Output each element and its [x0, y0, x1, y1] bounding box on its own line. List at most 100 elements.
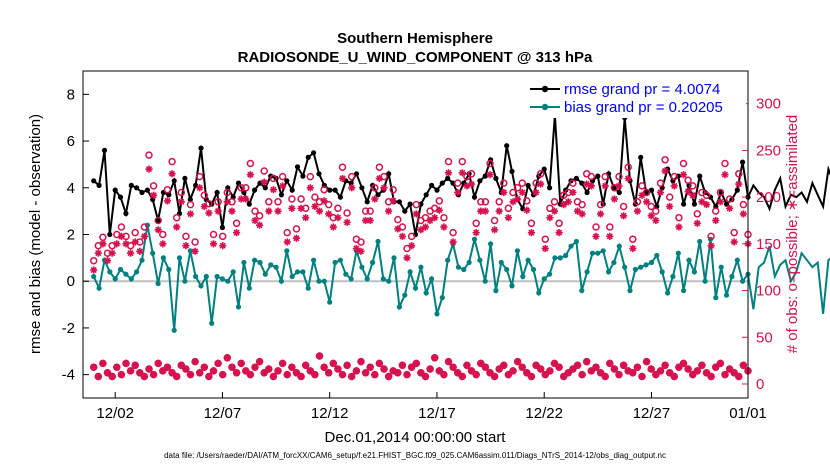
assimilated-marker-stroke	[606, 233, 613, 240]
assimilated-obs-marker	[191, 247, 199, 255]
assimilated-marker-stroke	[362, 369, 369, 376]
x-tick-label: 01/01	[729, 405, 767, 422]
rmse-point	[150, 196, 156, 203]
assimilated-marker-stroke	[491, 373, 498, 380]
assimilated-marker-stroke	[422, 223, 429, 231]
assimilated-obs-marker-low	[518, 363, 526, 371]
assimilated-marker-stroke	[205, 209, 213, 217]
assimilated-marker-stroke	[141, 233, 148, 240]
possible-obs-marker	[711, 207, 720, 215]
assimilated-obs-marker-low	[255, 357, 264, 366]
assimilated-marker-stroke	[321, 197, 328, 204]
rmse-point	[262, 185, 268, 191]
bias-point	[434, 311, 440, 317]
assimilated-marker-stroke	[109, 373, 116, 380]
assimilated-obs-marker-low	[656, 367, 665, 375]
assimilated-obs-marker	[140, 232, 149, 240]
rmse-point	[134, 185, 140, 191]
assimilated-obs-marker-low	[398, 361, 407, 369]
bias-point	[691, 269, 698, 275]
assimilated-obs-marker-low	[338, 371, 347, 379]
assimilated-obs-marker-low	[265, 365, 273, 373]
assimilated-marker-stroke	[597, 369, 604, 376]
rmse-point	[337, 194, 343, 200]
possible-obs-marker	[541, 235, 550, 243]
possible-obs-marker	[131, 228, 139, 237]
assimilated-marker-stroke	[178, 198, 185, 205]
legend-rmse-text: rmse grand pr = 4.0074	[564, 81, 720, 98]
assimilated-obs-marker-low	[366, 363, 374, 371]
assimilated-marker-stroke	[473, 229, 480, 236]
possible-obs-marker	[122, 232, 130, 241]
assimilated-marker-stroke	[210, 240, 217, 247]
assimilated-obs-marker-low	[385, 372, 393, 381]
assimilated-marker-stroke	[440, 371, 447, 378]
bias-point	[160, 255, 166, 261]
assimilated-obs-marker-low	[426, 365, 434, 373]
possible-obs-marker	[679, 159, 688, 168]
legend: rmse grand pr = 4.0074 bias grand pr = 0…	[526, 74, 746, 118]
bias-point	[675, 250, 681, 256]
assimilated-marker-stroke	[403, 254, 411, 261]
assimilated-marker-stroke	[99, 360, 107, 367]
bias-point	[616, 243, 622, 249]
assimilated-marker-stroke	[731, 369, 738, 376]
bias-point	[482, 278, 488, 284]
assimilated-obs-marker-low	[145, 365, 153, 373]
possible-obs-marker	[283, 228, 291, 237]
assimilated-marker-stroke	[155, 360, 162, 367]
assimilated-obs-marker	[302, 214, 310, 222]
bias-point	[386, 278, 392, 284]
bias-point	[241, 259, 247, 266]
bias-point	[439, 295, 445, 301]
assimilated-marker-stroke	[666, 369, 673, 376]
assimilated-obs-marker-low	[191, 357, 199, 366]
assimilated-obs-marker-low	[380, 365, 388, 373]
assimilated-marker-stroke	[463, 362, 471, 369]
assimilated-marker-stroke	[132, 362, 139, 369]
assimilated-marker-stroke	[615, 371, 623, 378]
assimilated-marker-stroke	[251, 364, 259, 371]
rmse-point	[407, 201, 413, 207]
assimilated-marker-stroke	[574, 362, 581, 369]
assimilated-obs-marker	[371, 195, 379, 203]
assimilated-marker-stroke	[602, 373, 609, 380]
rmse-point	[364, 199, 370, 205]
rmse-point	[198, 145, 204, 151]
rmse-point	[128, 182, 134, 188]
rmse-point	[579, 180, 585, 186]
assimilated-obs-marker-low	[186, 371, 195, 379]
possible-obs-marker	[288, 195, 296, 203]
bias-point	[536, 290, 542, 296]
assimilated-marker-stroke	[606, 360, 613, 367]
assimilated-obs-marker	[716, 198, 724, 206]
assimilated-marker-stroke	[473, 371, 480, 378]
rmse-point	[471, 194, 478, 200]
assimilated-marker-stroke	[500, 189, 507, 196]
assimilated-obs-marker-low	[583, 357, 591, 366]
assimilated-obs-marker	[527, 229, 536, 237]
assimilated-marker-stroke	[385, 208, 392, 215]
assimilated-marker-stroke	[717, 198, 724, 205]
rmse-point	[691, 201, 698, 207]
assimilated-marker-stroke	[721, 371, 729, 378]
possible-obs-marker	[490, 216, 499, 225]
assimilated-marker-stroke	[694, 220, 701, 227]
assimilated-marker-stroke	[403, 371, 411, 378]
assimilated-marker-stroke	[145, 166, 153, 173]
assimilated-obs-marker	[596, 210, 605, 218]
assimilated-marker-stroke	[357, 358, 365, 365]
possible-obs-marker	[642, 188, 651, 197]
possible-obs-marker	[403, 244, 411, 253]
assimilated-obs-marker	[702, 201, 711, 209]
bias-point	[611, 259, 617, 266]
assimilated-obs-marker-low	[302, 361, 310, 369]
possible-obs-marker	[481, 198, 490, 206]
assimilated-marker-stroke	[556, 229, 563, 236]
assimilated-marker-stroke	[569, 189, 576, 196]
assimilated-marker-stroke	[90, 266, 97, 274]
bias-point	[182, 278, 188, 284]
rmse-point	[509, 168, 515, 174]
x-tick-label: 12/27	[633, 405, 671, 422]
assimilated-marker-stroke	[270, 373, 277, 380]
